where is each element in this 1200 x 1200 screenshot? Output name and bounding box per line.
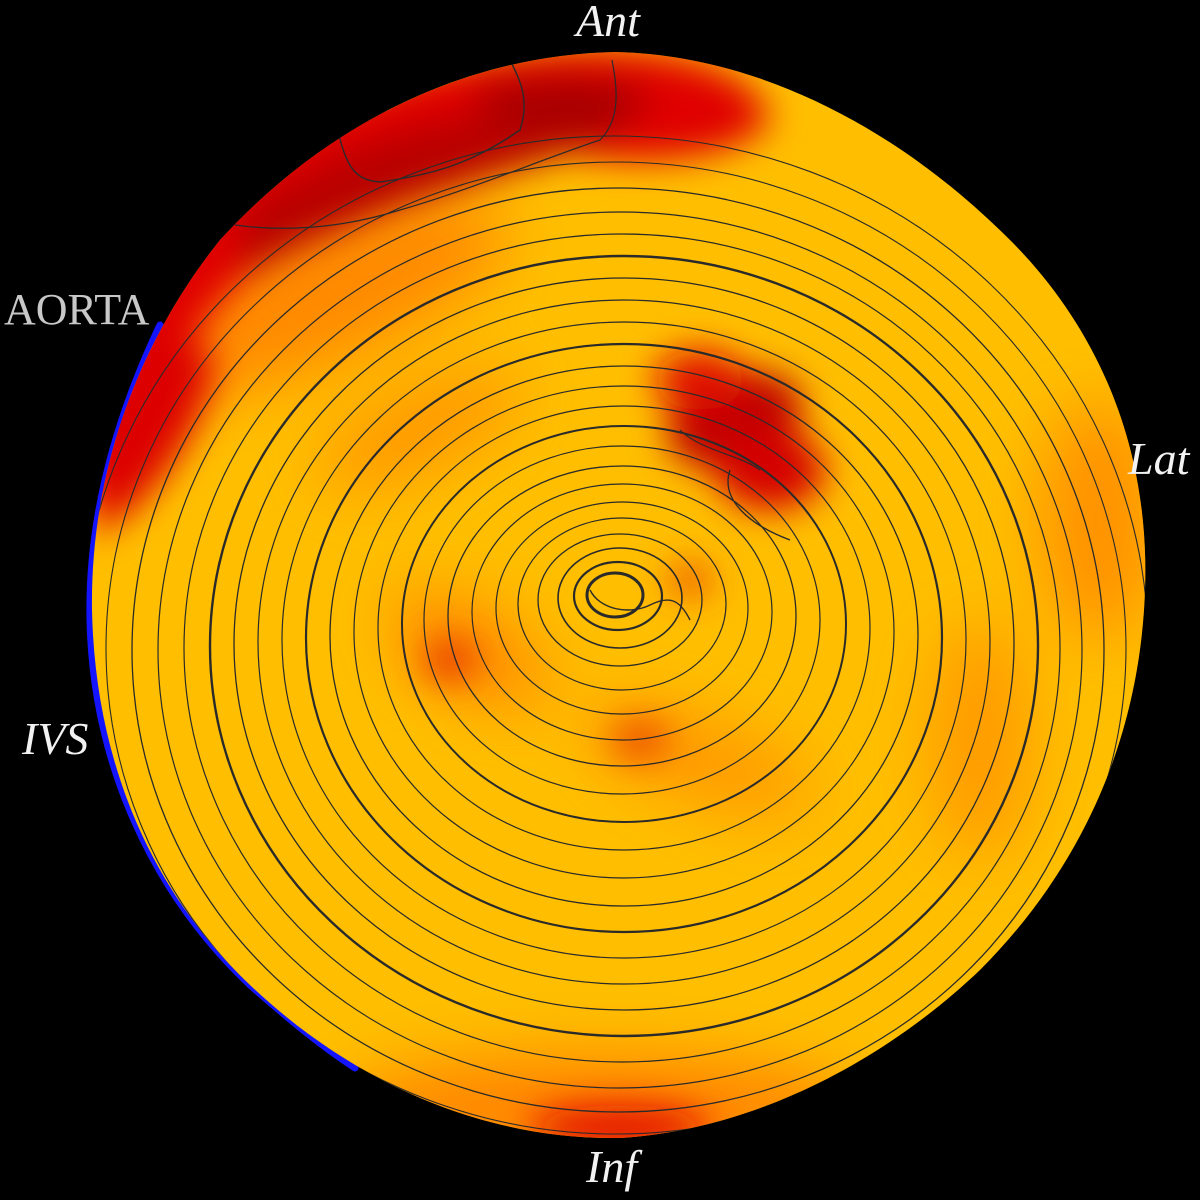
lateral-label: Lat xyxy=(1128,433,1190,484)
septal-label: IVS xyxy=(22,713,89,764)
anterior-label: Ant xyxy=(576,0,640,46)
isochrone-contours xyxy=(91,59,1146,1139)
inferior-label: Inf xyxy=(586,1141,638,1192)
aorta-label: AORTA xyxy=(4,285,150,334)
